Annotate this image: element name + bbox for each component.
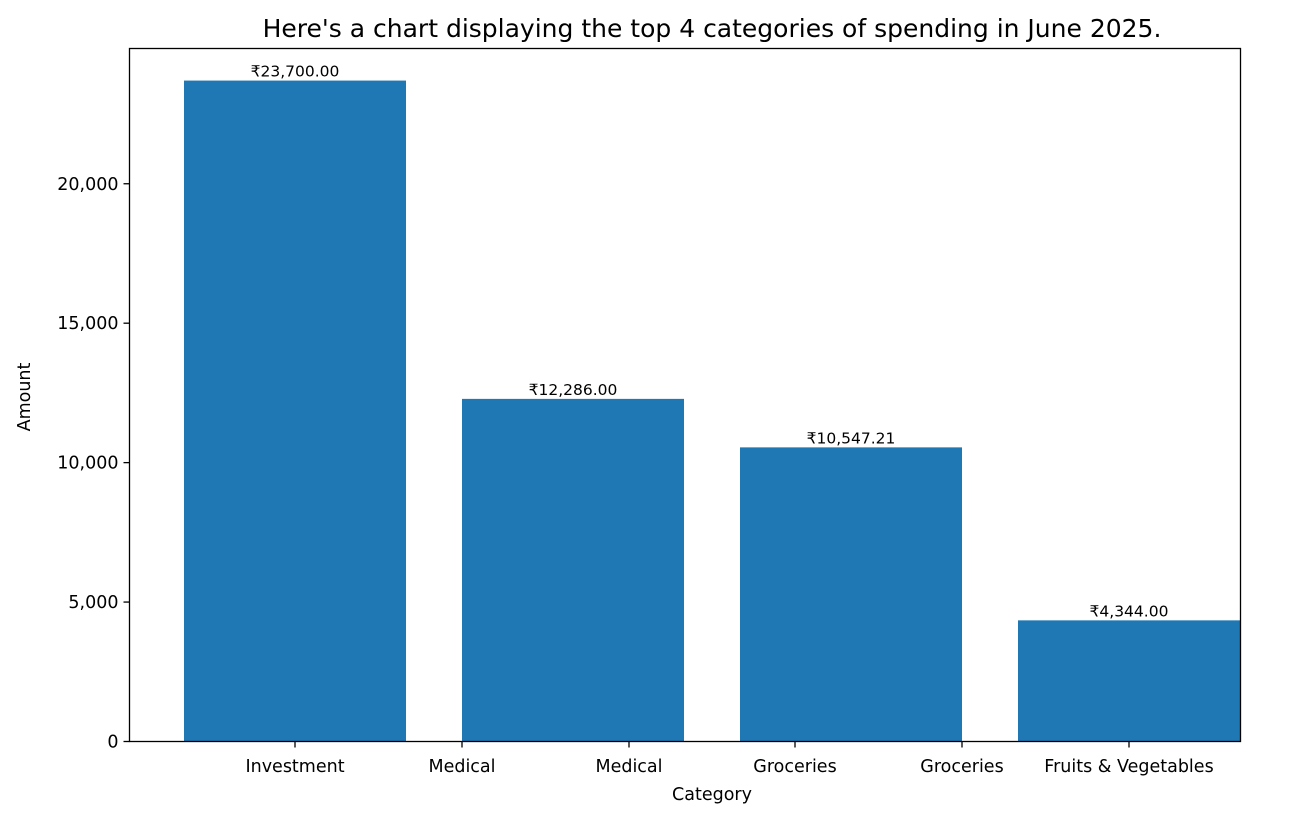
chart-title: Here's a chart displaying the top 4 cate… [263, 14, 1162, 43]
y-tick-label: 5,000 [68, 593, 118, 613]
bar [462, 398, 684, 742]
x-tick-label: Groceries [753, 757, 836, 777]
y-axis-label: Amount [15, 362, 35, 431]
x-axis-label: Category [672, 785, 752, 805]
bar-series [184, 80, 1240, 742]
x-tick-label: Medical [595, 757, 662, 777]
bar [1018, 620, 1240, 742]
bar-value-label: ₹23,700.00 [251, 63, 340, 81]
x-tick-label: Groceries [920, 757, 1003, 777]
bar-value-label: ₹10,547.21 [807, 429, 896, 447]
y-tick-label: 0 [107, 733, 118, 753]
bar [740, 447, 962, 742]
x-tick-label: Fruits & Vegetables [1044, 757, 1213, 777]
bar-value-labels: ₹23,700.00 ₹12,286.00 ₹10,547.21 ₹4,344.00 [251, 63, 1169, 621]
bar-value-label: ₹12,286.00 [529, 381, 618, 399]
y-tick-label: 15,000 [57, 314, 118, 334]
x-tick-label: Medical [428, 757, 495, 777]
y-axis-ticks: 0 5,000 10,000 15,000 20,000 [57, 175, 130, 753]
x-axis-ticks: Investment Medical Medical Groceries Groceri… [245, 741, 1214, 777]
bar-value-label: ₹4,344.00 [1090, 602, 1169, 620]
x-tick-label: Investment [245, 757, 344, 777]
bar [184, 80, 406, 742]
y-tick-label: 20,000 [57, 175, 118, 195]
y-tick-label: 10,000 [57, 454, 118, 474]
plot-frame [128, 47, 1242, 743]
